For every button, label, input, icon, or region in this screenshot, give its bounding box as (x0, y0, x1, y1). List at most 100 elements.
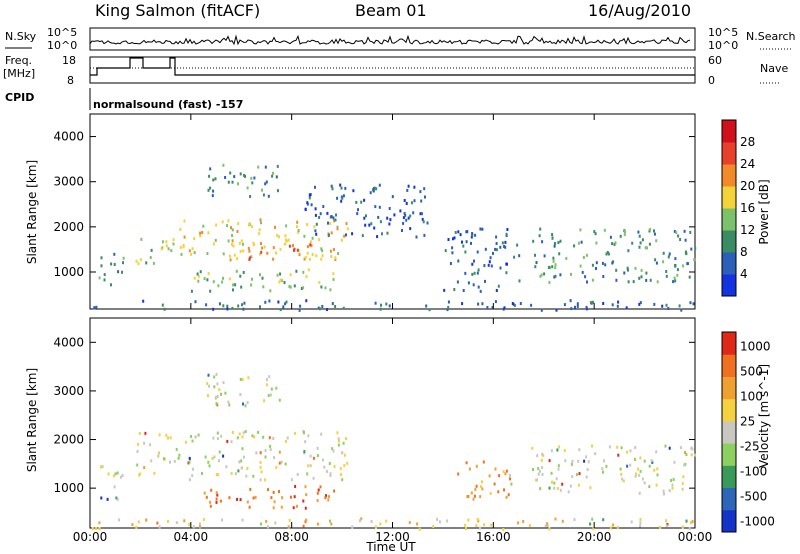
echo-cell (304, 485, 307, 489)
power-y-axis: 1000 2000 3000 4000 (53, 130, 695, 279)
echo-cell (193, 237, 196, 241)
echo-cell (240, 239, 243, 243)
x-tick-label: 04:00 (174, 530, 209, 544)
echo-cell (278, 235, 280, 239)
echo-cell (585, 455, 587, 459)
echo-cell (269, 444, 272, 448)
echo-cell (285, 239, 288, 243)
echo-cell (314, 207, 317, 211)
echo-cell (602, 275, 605, 278)
echo-cell (570, 272, 572, 276)
velocity-data-layer (91, 372, 697, 531)
echo-cell (509, 477, 511, 481)
echo-cell (233, 253, 236, 257)
echo-cell (497, 490, 500, 494)
echo-cell (345, 233, 347, 237)
echo-cell (343, 453, 346, 457)
echo-cell (247, 246, 250, 250)
echo-cell (465, 230, 468, 234)
echo-cell (674, 257, 677, 261)
echo-cell (656, 280, 659, 284)
echo-cell (257, 430, 260, 434)
echo-cell (462, 289, 465, 292)
echo-cell (685, 519, 688, 523)
echo-cell (213, 385, 216, 389)
echo-cell (236, 436, 239, 440)
echo-cell (553, 275, 556, 279)
echo-cell (682, 264, 685, 268)
echo-cell (228, 403, 231, 407)
echo-cell (554, 266, 557, 270)
echo-cell (543, 254, 546, 258)
echo-cell (194, 300, 197, 304)
power-ylabel: Slant Range [km] (25, 160, 39, 264)
echo-cell (212, 307, 215, 311)
echo-cell (278, 461, 281, 465)
echo-cell (199, 234, 202, 238)
echo-cell (282, 305, 285, 309)
echo-cell (563, 448, 566, 452)
echo-cell (144, 431, 147, 435)
echo-cell (296, 225, 298, 229)
echo-cell (304, 440, 307, 444)
echo-cell (110, 283, 112, 287)
echo-cell (351, 525, 354, 529)
echo-cell (593, 230, 596, 234)
echo-cell (571, 459, 574, 463)
echo-cell (340, 238, 343, 242)
echo-cell (688, 275, 691, 279)
echo-cell (244, 404, 247, 408)
colorbar-tick-label: 20 (740, 179, 755, 193)
echo-cell (639, 521, 642, 525)
colorbar-swatch (722, 120, 736, 143)
echo-cell (215, 500, 218, 504)
echo-cell (318, 216, 321, 219)
echo-cell (227, 180, 230, 184)
echo-cell (672, 478, 675, 481)
echo-cell (288, 244, 291, 248)
echo-cell (264, 300, 267, 304)
echo-cell (121, 270, 123, 274)
echo-cell (573, 518, 576, 521)
nsky-line (89, 34, 691, 46)
echo-cell (114, 472, 117, 476)
echo-cell (142, 299, 145, 303)
echo-cell (264, 455, 267, 459)
echo-cell (626, 266, 629, 270)
echo-cell (217, 284, 220, 288)
echo-cell (420, 212, 423, 216)
echo-cell (611, 242, 614, 246)
y-tick-label: 3000 (53, 384, 84, 398)
echo-cell (631, 241, 634, 245)
echo-cell (221, 280, 224, 284)
echo-cell (231, 239, 234, 243)
echo-cell (691, 520, 694, 524)
echo-cell (502, 528, 505, 531)
echo-cell (150, 248, 153, 252)
echo-cell (691, 447, 694, 451)
echo-cell (357, 208, 359, 212)
echo-cell (274, 521, 277, 525)
echo-cell (548, 280, 551, 284)
echo-cell (519, 302, 522, 305)
echo-cell (222, 163, 225, 167)
echo-cell (183, 235, 186, 239)
echo-cell (483, 523, 486, 527)
x-tick-label: 16:00 (476, 530, 511, 544)
echo-cell (209, 167, 212, 171)
echo-cell (494, 247, 497, 251)
echo-cell (552, 259, 555, 263)
echo-cell (280, 279, 283, 283)
echo-cell (320, 285, 323, 289)
echo-cell (346, 461, 349, 465)
colorbar-tick-label: 28 (740, 135, 755, 149)
echo-cell (236, 497, 238, 501)
echo-cell (259, 465, 262, 469)
echo-cell (284, 242, 286, 246)
echo-cell (298, 308, 301, 312)
echo-cell (474, 487, 477, 491)
echo-cell (402, 216, 405, 220)
echo-cell (344, 186, 347, 190)
echo-cell (232, 283, 235, 287)
echo-cell (553, 486, 556, 490)
